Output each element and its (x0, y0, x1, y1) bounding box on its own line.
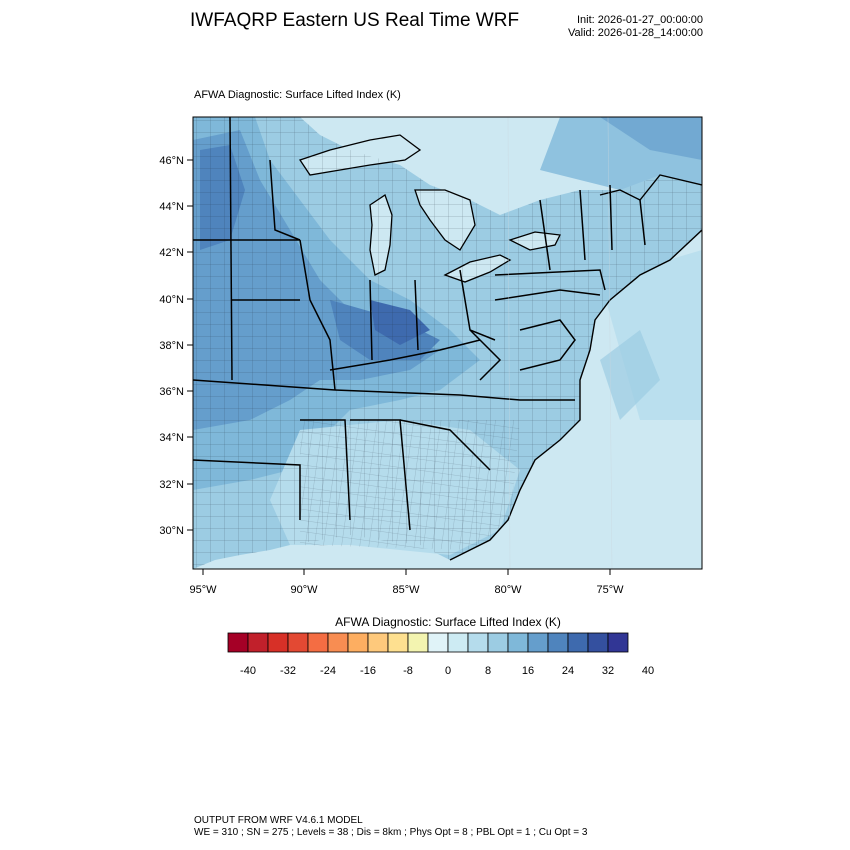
colorbar-tick: -16 (360, 665, 376, 677)
lat-label-30: 30°N (159, 525, 184, 537)
plot-title: IWFAQRP Eastern US Real Time WRF (190, 10, 520, 31)
lat-label-38: 38°N (159, 340, 184, 352)
colorbar-swatch (607, 632, 629, 653)
colorbar-swatch (267, 632, 289, 653)
colorbar-swatch (367, 632, 389, 653)
colorbar-tick: 32 (602, 665, 614, 677)
colorbar-swatch (247, 632, 269, 653)
latitude-labels: 46°N 44°N 42°N 40°N 38°N 36°N 34°N 32°N … (159, 155, 184, 537)
colorbar-tick: 24 (562, 665, 574, 677)
colorbar-swatch (227, 632, 249, 653)
map-area (193, 117, 702, 569)
colorbar-tick: 16 (522, 665, 534, 677)
lon-label-90: 90°W (290, 584, 318, 596)
colorbar-swatch (547, 632, 569, 653)
longitude-labels: 95°W 90°W 85°W 80°W 75°W (189, 584, 624, 596)
lat-label-46: 46°N (159, 155, 184, 167)
colorbar (227, 632, 629, 653)
run-times: Init: 2026-01-27_00:00:00 Valid: 2026-01… (568, 14, 703, 40)
colorbar-tick: -40 (240, 665, 256, 677)
lat-label-44: 44°N (159, 201, 184, 213)
model-config: WE = 310 ; SN = 275 ; Levels = 38 ; Dis … (194, 827, 588, 838)
colorbar-title: AFWA Diagnostic: Surface Lifted Index (K… (335, 615, 561, 629)
colorbar-swatch (287, 632, 309, 653)
lat-label-32: 32°N (159, 479, 184, 491)
lat-label-36: 36°N (159, 386, 184, 398)
colorbar-tick: -8 (403, 665, 413, 677)
colorbar-swatch (407, 632, 429, 653)
valid-time: Valid: 2026-01-28_14:00:00 (568, 27, 703, 39)
colorbar-swatch (327, 632, 349, 653)
lon-label-95: 95°W (189, 584, 217, 596)
lat-label-34: 34°N (159, 432, 184, 444)
colorbar-swatch (387, 632, 409, 653)
field-subtitle: AFWA Diagnostic: Surface Lifted Index (K… (194, 89, 401, 101)
lat-label-40: 40°N (159, 294, 184, 306)
colorbar-swatch (307, 632, 329, 653)
state-boundaries (193, 117, 646, 531)
colorbar-tick: -24 (320, 665, 336, 677)
colorbar-tick: 0 (445, 665, 451, 677)
model-info-footer: OUTPUT FROM WRF V4.6.1 MODEL WE = 310 ; … (194, 815, 587, 839)
colorbar-swatch (467, 632, 489, 653)
colorbar-swatch (427, 632, 449, 653)
colorbar-tick: 40 (642, 665, 654, 677)
lon-label-75: 75°W (596, 584, 624, 596)
lon-label-85: 85°W (392, 584, 420, 596)
colorbar-swatch (447, 632, 469, 653)
lon-label-80: 80°W (494, 584, 522, 596)
model-version: OUTPUT FROM WRF V4.6.1 MODEL (194, 815, 363, 826)
colorbar-swatch (347, 632, 369, 653)
lat-label-42: 42°N (159, 247, 184, 259)
colorbar-swatch (487, 632, 509, 653)
map-frame (192, 116, 703, 570)
colorbar-tick: -32 (280, 665, 296, 677)
colorbar-swatch (527, 632, 549, 653)
init-time: Init: 2026-01-27_00:00:00 (577, 14, 703, 26)
colorbar-swatch (587, 632, 609, 653)
colorbar-tick: 8 (485, 665, 491, 677)
colorbar-swatch (507, 632, 529, 653)
colorbar-swatch (567, 632, 589, 653)
colorbar-tick-labels: -40 -32 -24 -16 -8 0 8 16 24 32 40 (240, 665, 654, 677)
